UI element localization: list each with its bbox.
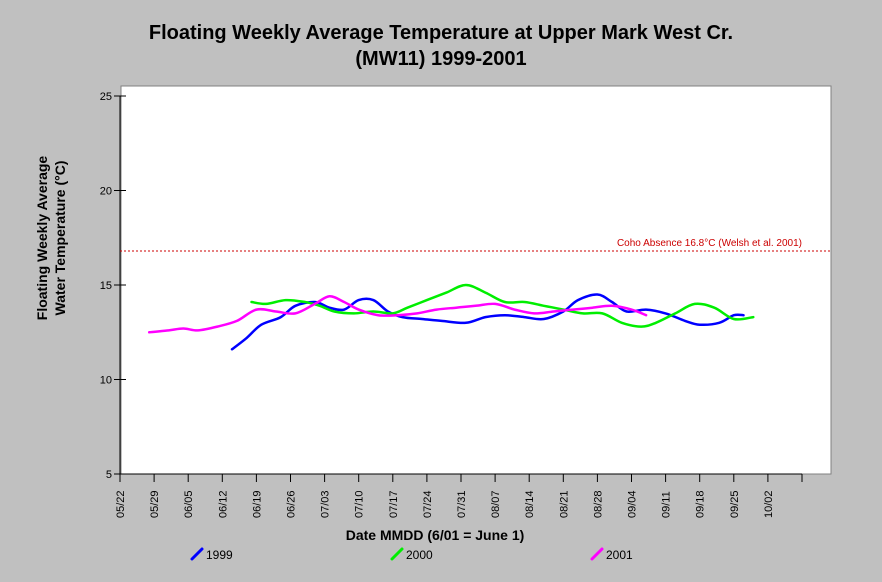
series-line-1999 (230, 293, 745, 351)
x-tick-label: 07/03 (320, 490, 332, 518)
legend-label-1999: 1999 (206, 548, 233, 562)
legend-swatch-2000 (390, 547, 404, 561)
x-tick-label: 07/10 (354, 490, 366, 518)
x-tick-label: 07/24 (422, 490, 434, 518)
x-tick-label: 09/11 (661, 491, 673, 518)
x-tick-label: 06/26 (286, 490, 298, 518)
legend-label-2000: 2000 (406, 548, 433, 562)
x-tick-label: 05/29 (149, 490, 161, 518)
y-tick-label: 20 (100, 186, 112, 198)
legend: 1999 2000 2001 (190, 547, 633, 562)
y-tick-label: 10 (100, 375, 112, 387)
x-tick-label: 07/31 (456, 490, 468, 518)
y-axis-title-line1: Floating Weekly Average (34, 156, 50, 321)
x-tick-label: 08/21 (558, 490, 570, 518)
chart-title: Floating Weekly Average Temperature at U… (0, 20, 882, 72)
x-tick-label: 08/28 (592, 490, 604, 518)
x-axis: 05/22 05/29 06/05 06/12 06/19 06/26 07/03 07/10… (115, 473, 803, 518)
reference-line-group: Coho Absence 16.8°C (Welsh et al. 2001) (120, 238, 830, 252)
series-group (147, 283, 755, 351)
x-tick-label: 08/07 (490, 490, 502, 518)
legend-swatch-1999 (190, 547, 204, 561)
x-axis-title: Date MMDD (6/01 = June 1) (346, 527, 525, 543)
x-tick-label: 08/14 (524, 490, 536, 518)
x-tick-label: 06/19 (251, 490, 263, 518)
legend-swatch-2001 (590, 547, 604, 561)
series-line-2000 (250, 283, 755, 328)
x-tick-label: 06/12 (217, 490, 229, 518)
series-line-2001 (147, 295, 648, 334)
x-tick-label: 09/04 (627, 490, 639, 518)
x-tick-label: 10/02 (763, 490, 775, 518)
chart-title-line1: Floating Weekly Average Temperature at U… (148, 22, 734, 44)
plot-area (120, 85, 832, 475)
x-tick-label: 09/25 (729, 490, 741, 518)
x-tick-label: 07/17 (388, 490, 400, 518)
y-tick-label: 5 (106, 469, 112, 481)
chart-title-line2: (MW11) 1999-2001 (355, 48, 527, 70)
legend-label-2001: 2001 (606, 548, 633, 562)
reference-line-label: Coho Absence 16.8°C (Welsh et al. 2001) (617, 238, 802, 249)
y-tick-label: 15 (100, 280, 112, 292)
y-tick-label: 25 (100, 91, 112, 103)
x-tick-label: 09/18 (695, 490, 707, 518)
x-tick-label: 06/05 (183, 490, 195, 518)
y-axis-title-line2: Water Temperature (°C) (52, 161, 68, 316)
x-tick-label: 05/22 (115, 490, 127, 518)
